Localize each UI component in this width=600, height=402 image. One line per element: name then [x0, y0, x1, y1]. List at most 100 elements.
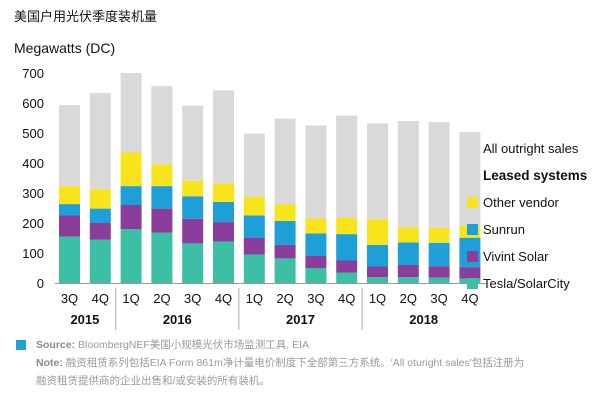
x-tick-label: 2Q — [153, 291, 170, 306]
x-tick-label: 2Q — [400, 291, 417, 306]
bar-segment — [367, 277, 388, 283]
legend: All outright sales Leased systems Other ve… — [467, 141, 587, 291]
bar-segment — [182, 218, 204, 244]
y-tick-label: 200 — [22, 216, 44, 231]
bar-segment — [151, 208, 173, 233]
bar-segment — [367, 244, 388, 267]
legend-heading: Leased systems — [483, 168, 587, 183]
y-tick-label: 700 — [22, 66, 44, 81]
x-tick-label: 4Q — [461, 291, 478, 306]
x-tick-label: 3Q — [307, 291, 324, 306]
bar-segment — [243, 196, 265, 216]
bar-segment — [213, 241, 234, 283]
bar-segment — [120, 205, 142, 229]
legend-label: All outright sales — [483, 141, 579, 156]
bar-segment — [336, 217, 358, 235]
stacked-bar-chart: Megawatts (DC) 0 100 200 300 400 500 600 700 3Q… — [14, 40, 587, 330]
bar-segment — [89, 93, 111, 190]
bar-segment — [120, 229, 142, 283]
bar-segment — [182, 243, 204, 283]
y-tick-label: 400 — [22, 156, 44, 171]
bar-segment — [213, 90, 234, 184]
chart-title: 美国户用光伏季度装机量 — [14, 9, 158, 24]
bar-segment — [243, 254, 265, 283]
bar-segment — [182, 196, 204, 219]
bar-segment — [59, 186, 80, 205]
x-tick-label: 3Q — [184, 291, 201, 306]
bar-segment — [182, 105, 204, 181]
bar-segment — [305, 268, 327, 283]
note-text-2: 融资租赁提供商的企业出售和/或安装的所有装机。 — [36, 375, 270, 387]
bar-segment — [428, 266, 450, 278]
y-tick-label: 300 — [22, 186, 44, 201]
bar-segment — [59, 105, 80, 187]
x-year-label: 2016 — [163, 312, 192, 327]
bar-segment — [305, 256, 327, 268]
bars — [55, 73, 487, 284]
bar-segment — [151, 86, 173, 165]
legend-swatch — [467, 278, 478, 289]
y-tick-label: 100 — [22, 246, 44, 261]
bar-segment — [397, 227, 419, 243]
bar-segment — [336, 115, 358, 218]
bar-segment — [397, 242, 419, 265]
bar-segment — [151, 164, 173, 187]
x-year-label: 2018 — [409, 312, 438, 327]
note-line: Note: 融资租赁系列包括EIA Form 861m净计量电价制度下全部第三方… — [36, 355, 524, 370]
bar-segment — [213, 202, 234, 223]
y-axis-ticks: 0 100 200 300 400 500 600 700 — [22, 66, 44, 291]
bar-segment — [305, 233, 327, 256]
legend-label: Sunrun — [483, 222, 525, 237]
note-text: 融资租赁系列包括EIA Form 861m净计量电价制度下全部第三方系统。'Al… — [65, 357, 525, 369]
bar-segment — [151, 186, 173, 209]
note-line-2: 融资租赁提供商的企业出售和/或安装的所有装机。 — [36, 373, 270, 388]
x-tick-label: 1Q — [122, 291, 139, 306]
bar-segment — [243, 215, 265, 238]
bar-segment — [89, 208, 111, 223]
bar-segment — [213, 183, 234, 202]
x-tick-label: 4Q — [215, 291, 232, 306]
legend-swatch — [467, 251, 478, 262]
note-label: Note: — [36, 357, 63, 369]
x-tick-label: 3Q — [61, 291, 78, 306]
bar-segment — [274, 220, 296, 245]
x-axis-quarter-labels: 3Q 4Q 1Q 2Q 3Q 4Q 1Q 2Q 3Q 4Q 1Q 2Q 3Q 4Q — [61, 291, 479, 306]
bar-segment — [428, 227, 450, 243]
bar-segment — [274, 118, 296, 205]
source-label: Source: — [36, 339, 76, 351]
bar-segment — [59, 215, 80, 237]
legend-swatch — [467, 224, 478, 235]
bar-segment — [336, 234, 358, 261]
bar-segment — [336, 272, 358, 283]
y-tick-label: 0 — [37, 276, 44, 291]
x-year-label: 2015 — [70, 312, 99, 327]
bar-segment — [428, 242, 450, 267]
bar-segment — [428, 277, 450, 283]
bar-segment — [89, 239, 111, 283]
x-tick-label: 4Q — [92, 291, 109, 306]
bar-segment — [397, 277, 419, 283]
legend-label: Vivint Solar — [483, 249, 549, 264]
source-line: Source: BloombergNEF美国小规模光伏市场监测工具, EIA — [36, 337, 309, 352]
x-tick-label: 2Q — [276, 291, 293, 306]
x-axis-year-labels: 2015 2016 2017 2018 — [70, 288, 438, 330]
bar-segment — [120, 73, 142, 153]
bar-segment — [367, 266, 388, 277]
bar-segment — [305, 125, 327, 219]
bar-segment — [59, 204, 80, 216]
legend-swatch — [467, 143, 478, 154]
bar-segment — [459, 267, 481, 279]
legend-label: Tesla/SolarCity — [483, 276, 570, 291]
source-marker — [16, 340, 26, 350]
bar-segment — [243, 238, 265, 255]
bar-segment — [367, 219, 388, 245]
x-tick-label: 4Q — [338, 291, 355, 306]
bar-segment — [120, 152, 142, 187]
bar-segment — [367, 123, 388, 220]
bar-segment — [336, 260, 358, 273]
legend-label: Other vendor — [483, 195, 560, 210]
bar-segment — [151, 232, 173, 283]
bar-segment — [274, 204, 296, 221]
bar-segment — [274, 258, 296, 283]
bar-segment — [428, 122, 450, 228]
